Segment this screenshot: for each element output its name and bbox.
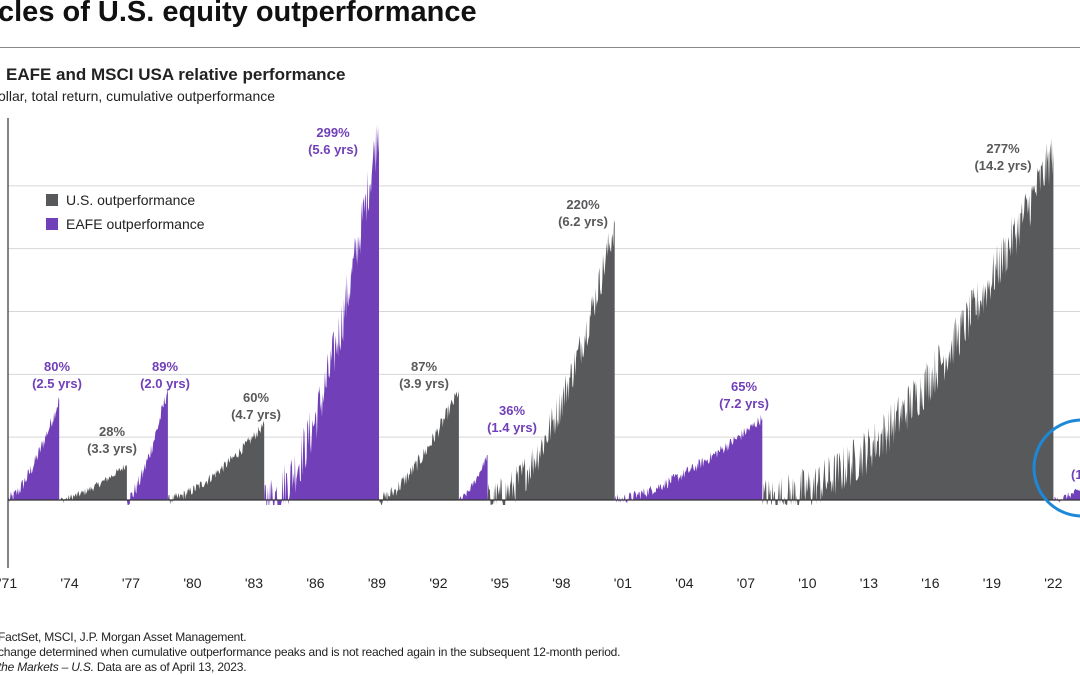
highlight-circle — [1032, 418, 1080, 518]
series-areas — [8, 124, 1080, 506]
legend-label-us: U.S. outperformance — [66, 192, 195, 208]
data-label-value: 60% — [243, 390, 269, 405]
data-label-duration: (3.3 yrs) — [87, 441, 137, 456]
title-divider — [0, 47, 1080, 48]
x-tick-label: '83 — [245, 575, 263, 591]
episode-area-5 — [379, 390, 459, 505]
legend-swatch-us — [46, 194, 58, 206]
data-label-value: 87% — [411, 359, 437, 374]
data-label-value: 65% — [731, 379, 757, 394]
episode-area-4 — [264, 124, 379, 506]
episode-area-2 — [126, 388, 168, 505]
data-label-value: 220% — [566, 197, 600, 212]
data-label-duration: (1.4 yrs) — [487, 420, 537, 435]
data-label-value: (1 — [1071, 467, 1080, 482]
x-tick-label: '92 — [429, 575, 447, 591]
legend: U.S. outperformance EAFE outperformance — [46, 192, 205, 232]
data-label-value: 277% — [986, 141, 1020, 156]
episode-area-0 — [8, 397, 60, 503]
x-tick-label: '10 — [798, 575, 816, 591]
episode-area-8 — [614, 414, 763, 504]
data-labels: 80% (2.5 yrs) 28% (3.3 yrs) 89% (2.0 yrs) 60% (… — [32, 125, 1080, 482]
footnote-guide: the Markets – U.S. Data are as of April … — [0, 660, 247, 674]
data-label-value: 36% — [499, 403, 525, 418]
data-label-value: 299% — [316, 125, 350, 140]
x-tick-label: '22 — [1044, 575, 1062, 591]
episode-area-10 — [1053, 488, 1080, 503]
episode-area-9 — [762, 137, 1054, 505]
x-tick-label: '80 — [183, 575, 201, 591]
footnote-guide-title: the Markets – U.S. — [0, 660, 94, 674]
data-label-value: 28% — [99, 424, 125, 439]
episode-area-6 — [458, 454, 488, 500]
x-tick-label: '19 — [983, 575, 1001, 591]
data-label-duration: (6.2 yrs) — [558, 214, 608, 229]
gridlines — [8, 185, 1080, 438]
footnote-definition: change determined when cumulative outper… — [0, 645, 621, 659]
x-tick-labels: '71 '74 '77 '80 '83 '86 '89 '92 '95 '98 '01 '04 '07 '… — [0, 575, 1063, 591]
footnote-source: FactSet, MSCI, J.P. Morgan Asset Managem… — [0, 630, 247, 644]
footnote-guide-date: Data are as of April 13, 2023. — [93, 660, 247, 674]
x-tick-label: '07 — [737, 575, 755, 591]
x-tick-label: '71 — [0, 575, 17, 591]
data-label-duration: (7.2 yrs) — [719, 396, 769, 411]
data-label-duration: (5.6 yrs) — [308, 142, 358, 157]
x-tick-label: '16 — [921, 575, 939, 591]
data-label-duration: (3.9 yrs) — [399, 376, 449, 391]
data-label-duration: (2.0 yrs) — [140, 376, 190, 391]
x-tick-label: '86 — [306, 575, 324, 591]
data-label-duration: (2.5 yrs) — [32, 376, 82, 391]
x-tick-label: '04 — [675, 575, 693, 591]
episode-area-1 — [59, 464, 127, 503]
chart-units-note: ollar, total return, cumulative outperfo… — [0, 88, 276, 104]
x-tick-label: '95 — [491, 575, 509, 591]
x-tick-label: '01 — [614, 575, 632, 591]
data-label-duration: (14.2 yrs) — [974, 158, 1031, 173]
data-label-duration: (4.7 yrs) — [231, 407, 281, 422]
episode-area-3 — [167, 420, 265, 505]
x-tick-label: '89 — [368, 575, 386, 591]
data-label-value: 80% — [44, 359, 70, 374]
chart-subtitle: EAFE and MSCI USA relative performance — [6, 65, 346, 84]
legend-swatch-eafe — [46, 218, 58, 230]
page-title: cles of U.S. equity outperformance — [0, 0, 477, 28]
x-tick-label: '98 — [552, 575, 570, 591]
x-tick-label: '13 — [860, 575, 878, 591]
data-label-value: 89% — [152, 359, 178, 374]
episode-area-7 — [487, 220, 615, 505]
x-tick-label: '74 — [60, 575, 78, 591]
legend-label-eafe: EAFE outperformance — [66, 216, 205, 232]
x-tick-label: '77 — [122, 575, 140, 591]
